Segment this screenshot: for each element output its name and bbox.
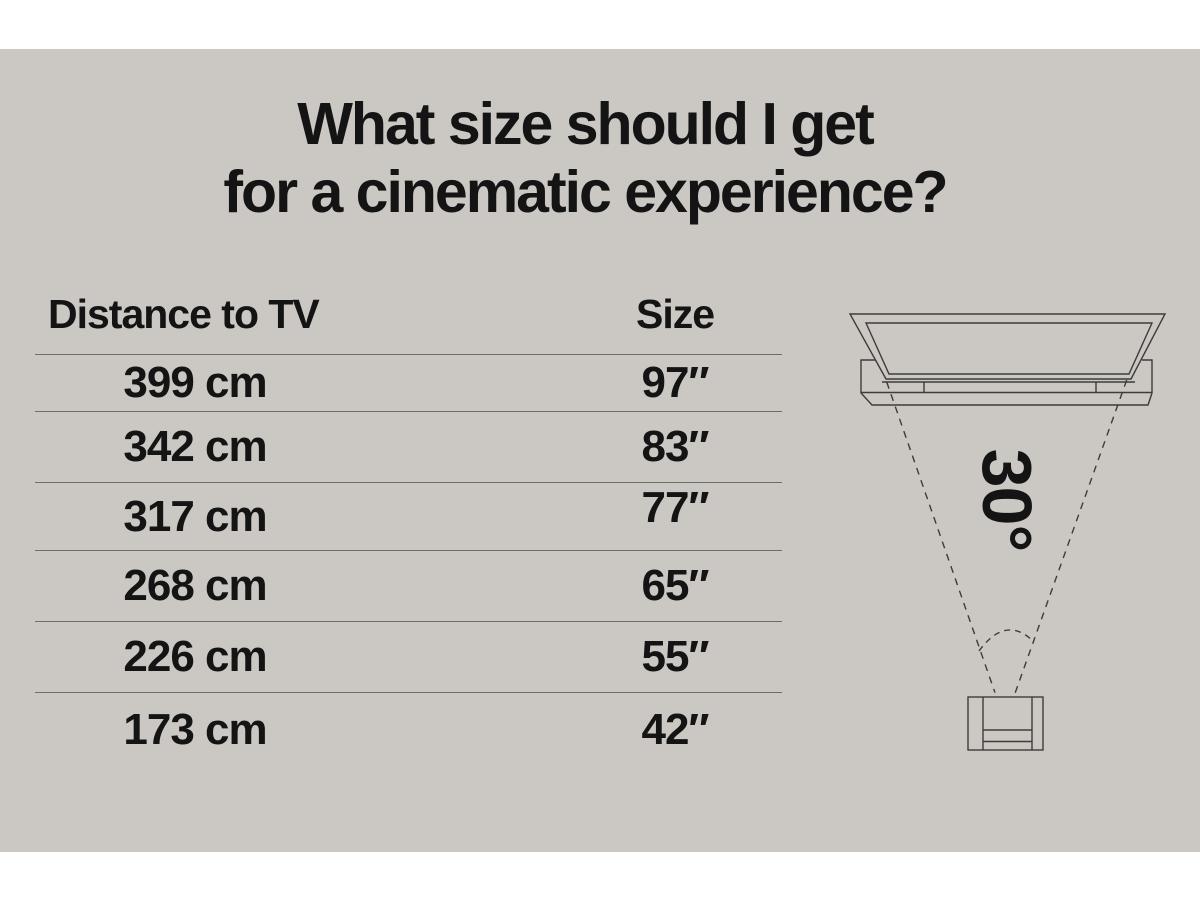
tv-icon xyxy=(848,313,1167,406)
size-table: Distance to TV Size 399 cm 97″ 342 cm 83… xyxy=(35,283,782,766)
size-value: 97″ xyxy=(641,358,709,407)
table-row: 268 cm 65″ xyxy=(35,551,782,622)
page-title: What size should I get for a cinematic ex… xyxy=(0,90,1170,226)
view-line-right xyxy=(1014,379,1128,694)
table-row: 173 cm 42″ xyxy=(35,693,782,766)
title-line-2: for a cinematic experience? xyxy=(223,159,948,225)
table-row: 342 cm 83″ xyxy=(35,412,782,483)
size-value: 55″ xyxy=(641,632,709,681)
table-row: 226 cm 55″ xyxy=(35,622,782,693)
armchair-icon xyxy=(967,696,1044,751)
chair-body xyxy=(967,696,1044,751)
angle-label: 30° xyxy=(968,449,1046,552)
tv-outer-frame xyxy=(848,313,1167,380)
distance-column-header: Distance to TV xyxy=(48,291,320,337)
tv-screen xyxy=(864,322,1154,375)
size-column-header: Size xyxy=(635,291,715,337)
distance-value: 173 cm xyxy=(123,705,267,754)
table-row: 399 cm 97″ xyxy=(35,355,782,412)
size-value: 77″ xyxy=(641,483,709,532)
title-line-1: What size should I get xyxy=(297,91,875,157)
distance-value: 226 cm xyxy=(123,632,267,681)
viewing-angle-diagram: 30° xyxy=(848,313,1167,751)
distance-value: 268 cm xyxy=(123,561,267,610)
background-panel xyxy=(0,49,1200,852)
table-row: 317 cm 77″ xyxy=(35,483,782,551)
view-line-left xyxy=(886,381,996,693)
viewing-cone xyxy=(886,379,1128,694)
distance-value: 317 cm xyxy=(123,492,267,541)
size-value: 42″ xyxy=(641,705,709,754)
size-value: 65″ xyxy=(641,561,709,610)
size-value: 83″ xyxy=(641,422,709,471)
distance-value: 399 cm xyxy=(123,358,267,407)
table-header-row: Distance to TV Size xyxy=(35,283,782,355)
tv-stand-outline xyxy=(860,359,1153,406)
angle-arc xyxy=(978,629,1035,652)
distance-value: 342 cm xyxy=(123,422,267,471)
